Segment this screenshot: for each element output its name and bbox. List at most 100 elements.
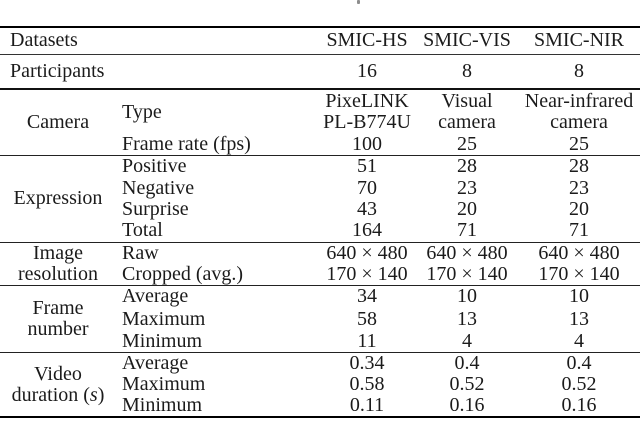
cell-hs: 0.58 bbox=[349, 374, 385, 395]
row-camera-fps: Frame rate (fps) 100 25 25 bbox=[0, 134, 640, 156]
camera-type-vis-line1: Visual bbox=[441, 90, 493, 112]
row-frames-minimum: Minimum 11 4 4 bbox=[0, 331, 640, 353]
group-line2: number bbox=[27, 318, 89, 340]
row-label: Total bbox=[122, 220, 163, 242]
header-smic-vis: SMIC-VIS bbox=[423, 29, 511, 52]
row-label: Average bbox=[116, 285, 319, 308]
camera-type-hs-line2: PL-B774U bbox=[323, 111, 411, 133]
cell-hs: 34 bbox=[318, 285, 417, 308]
cell-vis: 170 × 140 bbox=[426, 263, 508, 285]
row-participants: Participants 16 8 8 bbox=[0, 53, 640, 89]
cell-vis: 13 bbox=[457, 307, 478, 330]
row-label: Maximum bbox=[122, 374, 206, 395]
cell-vis: 28 bbox=[416, 155, 519, 177]
group-line1: Video bbox=[34, 362, 82, 385]
row-resolution-cropped: Cropped (avg.) 170 × 140 170 × 140 170 ×… bbox=[0, 264, 640, 286]
row-resolution-raw: Image resolution Raw 640 × 480 640 × 480… bbox=[0, 241, 640, 286]
group-image-resolution: Image resolution bbox=[0, 241, 116, 286]
row-label: Minimum bbox=[122, 330, 203, 352]
cell-vis: 4 bbox=[462, 330, 473, 352]
cell-vis: 25 bbox=[457, 134, 478, 155]
cell-vis: 0.52 bbox=[449, 374, 485, 395]
camera-fps-label: Frame rate (fps) bbox=[122, 134, 251, 155]
dataset-statistics-table: Datasets SMIC-HS SMIC-VIS SMIC-NIR Parti… bbox=[0, 26, 640, 418]
group-line2: resolution bbox=[18, 262, 98, 285]
header-smic-nir: SMIC-NIR bbox=[534, 29, 625, 52]
row-expression-total: Total 164 71 71 bbox=[0, 220, 640, 242]
group-line1: Frame bbox=[32, 297, 84, 319]
cell-vis: 71 bbox=[457, 220, 478, 242]
cell-nir: 20 bbox=[569, 199, 590, 220]
camera-type-vis-line2: camera bbox=[438, 111, 496, 133]
cell-nir: 10 bbox=[518, 285, 640, 308]
cell-nir: 170 × 140 bbox=[538, 263, 620, 285]
camera-type-nir-line2: camera bbox=[550, 111, 608, 133]
cell-vis: 23 bbox=[457, 177, 478, 199]
cell-hs: 100 bbox=[352, 134, 383, 155]
cell-vis: Visual camera bbox=[416, 88, 519, 134]
header-row: Datasets SMIC-HS SMIC-VIS SMIC-NIR bbox=[0, 27, 640, 54]
group-line1: Image bbox=[33, 242, 83, 264]
row-duration-average: Video duration (s) Average 0.34 0.4 0.4 bbox=[0, 352, 640, 417]
cell-hs: 0.11 bbox=[349, 395, 385, 416]
row-frames-maximum: Maximum 58 13 13 bbox=[0, 308, 640, 331]
row-label: Raw bbox=[116, 241, 319, 264]
cell-hs: 70 bbox=[357, 177, 378, 199]
row-label: Maximum bbox=[122, 307, 206, 330]
camera-type-label: Type bbox=[116, 88, 319, 134]
row-label: Negative bbox=[122, 177, 195, 199]
cell-nir: 0.16 bbox=[561, 395, 597, 416]
group-camera: Camera bbox=[0, 88, 116, 156]
participants-label: Participants bbox=[0, 53, 319, 89]
cell-hs: 43 bbox=[357, 199, 378, 220]
row-label: Surprise bbox=[122, 199, 189, 220]
row-camera-type: Camera Type PixeLINK PL-B774U Visual cam… bbox=[0, 88, 640, 156]
cell-nir: 25 bbox=[569, 134, 590, 155]
row-duration-maximum: Maximum 0.58 0.52 0.52 bbox=[0, 374, 640, 395]
group-frame-number: Frame number bbox=[0, 285, 116, 353]
header-datasets: Datasets bbox=[10, 29, 78, 52]
row-label: Cropped (avg.) bbox=[122, 263, 244, 285]
cell-hs: 58 bbox=[357, 307, 378, 330]
cell-nir: 640 × 480 bbox=[518, 241, 640, 264]
cell-nir: 8 bbox=[518, 53, 640, 89]
cell-hs: 0.34 bbox=[318, 352, 417, 374]
row-expression-negative: Negative 70 23 23 bbox=[0, 177, 640, 199]
cell-nir: 4 bbox=[574, 330, 585, 352]
cell-nir: 28 bbox=[518, 155, 640, 177]
cell-hs: 170 × 140 bbox=[326, 263, 408, 285]
cell-vis: 0.4 bbox=[416, 352, 519, 374]
row-expression-surprise: Surprise 43 20 20 bbox=[0, 199, 640, 220]
cell-nir: 0.52 bbox=[561, 374, 597, 395]
row-label: Average bbox=[116, 352, 319, 374]
cell-nir: Near-infrared camera bbox=[518, 88, 640, 134]
header-smic-hs: SMIC-HS bbox=[326, 29, 408, 52]
row-frames-average: Frame number Average 34 10 10 bbox=[0, 285, 640, 353]
cell-vis: 640 × 480 bbox=[416, 241, 519, 264]
cell-vis: 8 bbox=[416, 53, 519, 89]
cell-vis: 0.16 bbox=[449, 395, 485, 416]
row-label: Minimum bbox=[122, 395, 203, 416]
row-duration-minimum: Minimum 0.11 0.16 0.16 bbox=[0, 395, 640, 417]
cell-hs: 16 bbox=[318, 53, 417, 89]
camera-type-hs-line1: PixeLINK bbox=[325, 90, 409, 112]
cell-hs: 164 bbox=[352, 220, 383, 242]
row-expression-positive: Expression Positive 51 28 28 bbox=[0, 155, 640, 242]
cell-hs: PixeLINK PL-B774U bbox=[318, 88, 417, 134]
group-expression: Expression bbox=[0, 155, 116, 242]
cell-nir: 0.4 bbox=[518, 352, 640, 374]
cell-hs: 51 bbox=[318, 155, 417, 177]
cell-vis: 10 bbox=[416, 285, 519, 308]
cell-nir: 13 bbox=[569, 307, 590, 330]
group-video-duration: Video duration (s) bbox=[0, 352, 116, 417]
cell-nir: 71 bbox=[569, 220, 590, 242]
caption-remnant-mark bbox=[357, 0, 360, 4]
cell-hs: 640 × 480 bbox=[318, 241, 417, 264]
group-line2: duration (s) bbox=[11, 383, 105, 406]
row-label: Positive bbox=[116, 155, 319, 177]
cell-vis: 20 bbox=[457, 199, 478, 220]
camera-type-nir-line1: Near-infrared bbox=[524, 90, 634, 112]
cell-hs: 11 bbox=[357, 330, 377, 352]
cell-nir: 23 bbox=[569, 177, 590, 199]
